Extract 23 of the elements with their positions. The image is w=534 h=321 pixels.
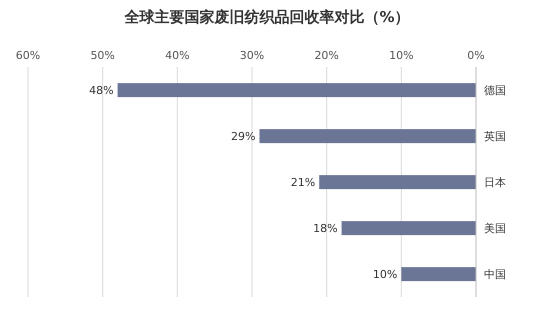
data-label: 48% — [89, 84, 114, 97]
bar — [118, 83, 476, 98]
x-tick-label: 0% — [467, 49, 485, 62]
y-tick-label: 日本 — [484, 176, 506, 189]
bar — [342, 221, 476, 236]
x-tick-label: 10% — [389, 49, 414, 62]
x-tick-label: 40% — [165, 49, 190, 62]
data-label: 10% — [372, 268, 398, 281]
x-tick-label: 60% — [16, 49, 40, 62]
data-label: 29% — [231, 130, 256, 143]
x-tick-label: 50% — [90, 49, 115, 62]
data-label: 21% — [290, 176, 316, 189]
bar — [401, 267, 476, 282]
bar — [259, 129, 476, 144]
bar — [319, 175, 476, 190]
data-label: 18% — [313, 222, 338, 235]
x-tick-label: 30% — [240, 49, 264, 62]
chart-title: 全球主要国家废旧纺织品回收率对比（%） — [123, 8, 411, 27]
y-tick-label: 英国 — [484, 130, 506, 143]
y-tick-label: 德国 — [484, 84, 506, 97]
x-tick-label: 20% — [314, 49, 339, 62]
y-tick-label: 中国 — [484, 268, 506, 281]
y-tick-label: 美国 — [484, 222, 506, 235]
